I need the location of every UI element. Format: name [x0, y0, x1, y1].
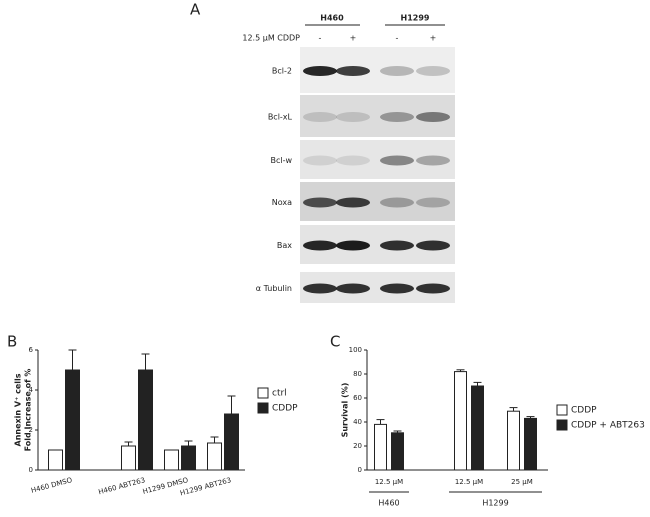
error-bar: [124, 441, 133, 446]
x-tick-label: 12.5 µM: [455, 478, 483, 486]
band: [303, 283, 337, 294]
bar: [48, 449, 63, 471]
bar: [454, 371, 467, 471]
y-tick-label: 100: [349, 346, 362, 354]
band: [336, 240, 370, 251]
y-tick-label: 0: [358, 466, 362, 474]
band: [380, 155, 414, 166]
error-bar: [509, 407, 518, 412]
band: [416, 155, 450, 166]
row-label: Bcl-xL: [268, 113, 293, 122]
band: [416, 283, 450, 294]
bar: [164, 449, 179, 471]
band: [416, 197, 450, 208]
band: [416, 112, 450, 122]
bar: [138, 369, 153, 471]
x-tick-label: H460 ABT263: [98, 476, 147, 496]
band: [303, 66, 337, 76]
panel-label: B: [7, 333, 17, 351]
y-tick-label: 80: [353, 370, 362, 378]
band: [380, 197, 414, 208]
y-tick-label: 2: [29, 426, 33, 434]
error-bar: [227, 395, 236, 414]
bar: [471, 385, 484, 471]
x-tick-label: H460 DMSO: [30, 476, 73, 495]
error-bar: [393, 430, 402, 433]
sign: +: [350, 34, 357, 43]
band: [380, 240, 414, 251]
row-label: Bcl-w: [270, 156, 292, 165]
y-tick-label: 40: [353, 418, 362, 426]
band: [336, 155, 370, 166]
bar: [181, 445, 196, 471]
band: [303, 197, 337, 208]
error-bar: [526, 416, 535, 419]
row-label: Noxa: [272, 198, 292, 207]
row-label: Bcl-2: [272, 67, 292, 76]
band: [380, 112, 414, 122]
band: [416, 240, 450, 251]
cell-line: H460: [320, 14, 344, 23]
row-label: α Tubulin: [256, 284, 292, 293]
error-bar: [456, 369, 465, 372]
band: [336, 197, 370, 208]
bar: [524, 417, 537, 471]
y-tick-label: 4: [29, 386, 34, 394]
bar: [391, 432, 404, 471]
panel-label: A: [190, 1, 201, 19]
legend-label: ctrl: [272, 389, 287, 399]
x-tick-label: 12.5 µM: [375, 478, 403, 486]
y-axis-label: Survival (%): [341, 383, 350, 438]
legend-swatch: [257, 402, 269, 414]
legend-swatch: [257, 387, 269, 399]
sign: -: [319, 34, 322, 43]
group-label: H460: [378, 499, 399, 508]
cell-line: H1299: [401, 14, 430, 23]
band: [416, 66, 450, 76]
blot-strip: [300, 140, 455, 179]
row-label: Bax: [277, 241, 292, 250]
error-bar: [376, 419, 385, 425]
band: [336, 66, 370, 76]
bar: [507, 410, 520, 471]
error-bar: [184, 440, 193, 446]
y-axis-label: Annexin V⁺ cells: [14, 373, 23, 446]
group-label: H1299: [482, 499, 508, 508]
y-tick-label: 20: [353, 442, 362, 450]
legend-label: CDDP + ABT263: [571, 421, 645, 431]
bar: [65, 369, 80, 471]
bar: [374, 423, 387, 471]
band: [303, 112, 337, 122]
legend-label: CDDP: [272, 404, 298, 414]
band: [380, 283, 414, 294]
band: [380, 66, 414, 76]
bar: [207, 442, 222, 471]
x-tick-label: 25 µM: [511, 478, 533, 486]
panel-label: C: [330, 333, 340, 351]
y-axis-label: Fold Increase of %: [24, 369, 33, 452]
error-bar: [210, 436, 219, 443]
treatment-label: 12.5 µM CDDP: [242, 34, 300, 43]
band: [303, 155, 337, 166]
y-tick-label: 60: [353, 394, 362, 402]
y-tick-label: 0: [29, 466, 33, 474]
sign: -: [396, 34, 399, 43]
band: [336, 112, 370, 122]
band: [336, 283, 370, 294]
bar: [121, 445, 136, 471]
y-tick-label: 6: [29, 346, 34, 354]
legend-swatch: [556, 419, 568, 431]
legend-swatch: [556, 404, 568, 416]
error-bar: [141, 353, 150, 370]
error-bar: [68, 349, 77, 370]
bar: [224, 413, 239, 471]
sign: +: [430, 34, 437, 43]
band: [303, 240, 337, 251]
error-bar: [473, 381, 482, 386]
legend-label: CDDP: [571, 406, 597, 416]
